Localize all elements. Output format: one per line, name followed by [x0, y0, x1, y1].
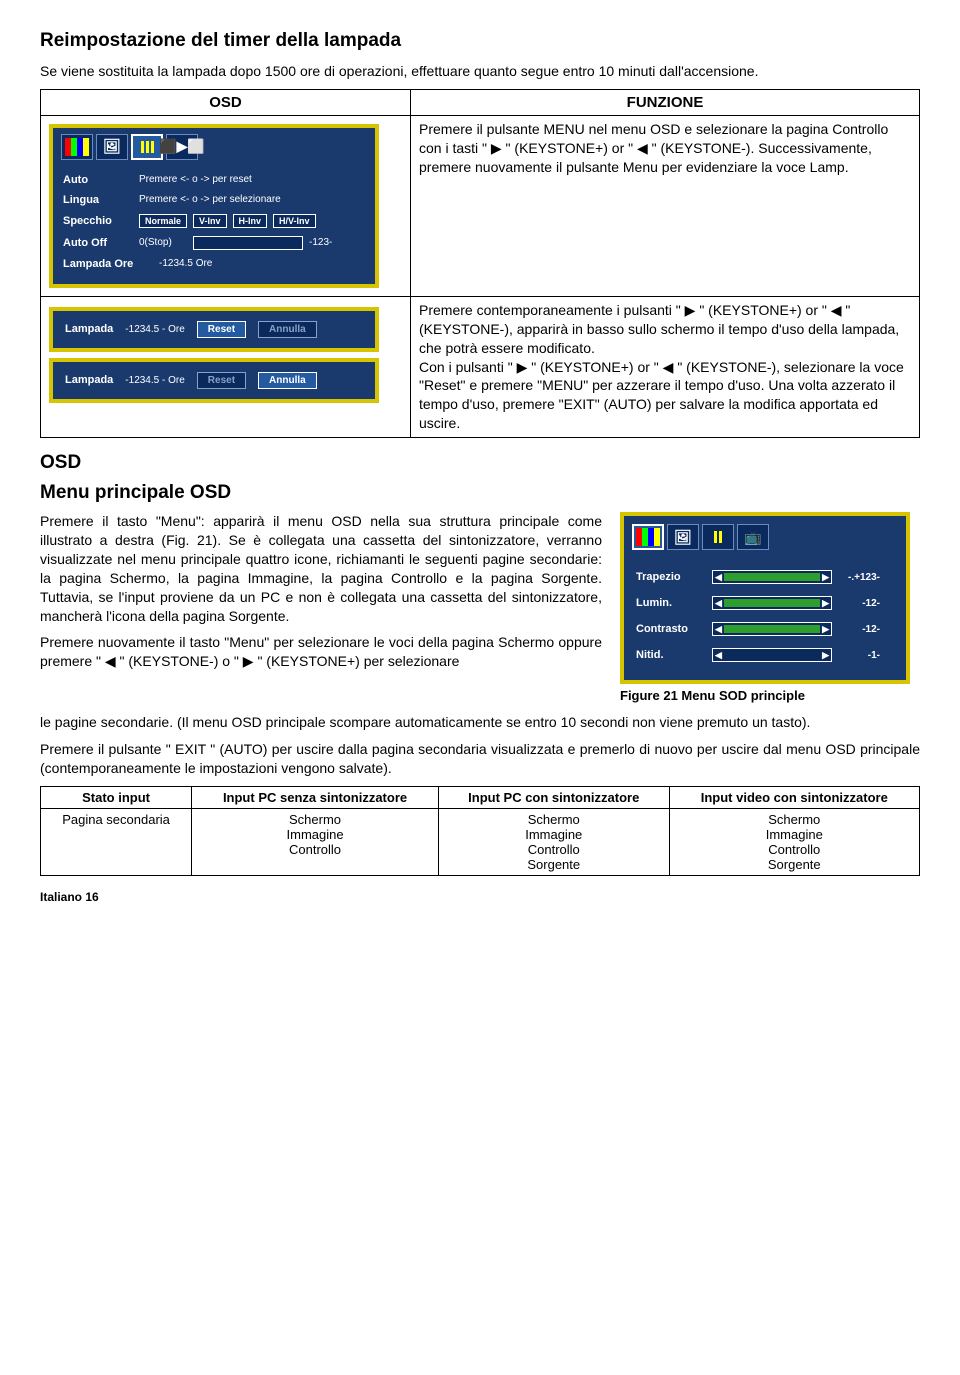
- osd-cell-2: Lampada -1234.5 - Ore Reset Annulla Lamp…: [41, 296, 411, 437]
- btn-normale[interactable]: Normale: [139, 214, 187, 228]
- osd-reset-inactive: Lampada -1234.5 - Ore Reset Annulla: [49, 358, 379, 403]
- c2-1: Immagine: [445, 827, 663, 842]
- reset-button-1[interactable]: Reset: [197, 321, 246, 338]
- slider-contrasto[interactable]: ◀▶: [712, 622, 832, 636]
- func-cell-1: Premere il pulsante MENU nel menu OSD e …: [411, 115, 920, 296]
- btn-hvinv[interactable]: H/V-Inv: [273, 214, 316, 228]
- st-c2: Schermo Immagine Controllo Sorgente: [438, 808, 669, 875]
- lbl-lumin: Lumin.: [636, 597, 706, 609]
- btn-hinv[interactable]: H-Inv: [233, 214, 268, 228]
- row-trapezio[interactable]: Trapezio ◀▶ -.+123-: [636, 564, 894, 590]
- osd-function-table: OSD FUNZIONE 🖼: [40, 89, 920, 438]
- st-h2: Input PC con sintonizzatore: [438, 786, 669, 808]
- osd-heading: OSD: [40, 452, 920, 474]
- osd-row-auto[interactable]: Auto Premere <- o -> per reset: [63, 170, 365, 190]
- reset-button-2[interactable]: Reset: [197, 372, 246, 389]
- cancel-button-2[interactable]: Annulla: [258, 372, 317, 389]
- row-contrasto[interactable]: Contrasto ◀▶ -12-: [636, 616, 894, 642]
- st-c1: Schermo Immagine Controllo: [192, 808, 439, 875]
- tab2-source-icon[interactable]: 📺: [737, 524, 769, 550]
- c3-2: Controllo: [676, 842, 913, 857]
- state-input-table: Stato input Input PC senza sintonizzator…: [40, 786, 920, 876]
- osd-row-lampada[interactable]: Lampada Ore -1234.5 Ore: [63, 254, 365, 274]
- val-lampada: -1234.5 Ore: [159, 258, 365, 269]
- th-funzione: FUNZIONE: [411, 89, 920, 115]
- val-lumin: -12-: [838, 598, 880, 609]
- slider-autooff[interactable]: [193, 236, 303, 250]
- label-lingua: Lingua: [63, 194, 133, 206]
- c1-1: Immagine: [198, 827, 432, 842]
- tab2-image-icon[interactable]: 🖼: [667, 524, 699, 550]
- st-h0: Stato input: [41, 786, 192, 808]
- tab2-screen-icon[interactable]: [632, 524, 664, 550]
- label-specchio: Specchio: [63, 215, 133, 227]
- menu-paragraph-1: Premere il tasto "Menu": apparirà il men…: [40, 512, 602, 625]
- c1-2: Controllo: [198, 842, 432, 857]
- tab-control-icon[interactable]: [131, 134, 163, 160]
- osd-reset-active: Lampada -1234.5 - Ore Reset Annulla: [49, 307, 379, 352]
- label-lampada: Lampada Ore: [63, 258, 153, 270]
- tab2-control-icon[interactable]: [702, 524, 734, 550]
- label-auto: Auto: [63, 174, 133, 186]
- c3-0: Schermo: [676, 812, 913, 827]
- val-auto: Premere <- o -> per reset: [139, 174, 365, 185]
- val-nitid: -1-: [838, 650, 880, 661]
- st-c3: Schermo Immagine Controllo Sorgente: [669, 808, 919, 875]
- lbl-lamp-1: Lampada: [65, 323, 113, 335]
- func-text-1: Premere il pulsante MENU nel menu OSD e …: [419, 120, 911, 177]
- c1-0: Schermo: [198, 812, 432, 827]
- osd-panel-schermo: 🖼 📺 Trapezio ◀▶ -.+123- Lumin. ◀▶: [620, 512, 910, 684]
- osd-row-autooff[interactable]: Auto Off 0(Stop) -123-: [63, 232, 365, 254]
- osd-tab-icons: 🖼 ⬛▶⬜: [53, 128, 375, 166]
- figure-caption: Figure 21 Menu SOD principle: [620, 688, 920, 703]
- lbl-trapezio: Trapezio: [636, 571, 706, 583]
- c3-3: Sorgente: [676, 857, 913, 872]
- osd-cell-1: 🖼 ⬛▶⬜ Auto Premere <- o -> per reset: [41, 115, 411, 296]
- tab-screen-icon[interactable]: [61, 134, 93, 160]
- tab-source-icon[interactable]: ⬛▶⬜: [166, 134, 198, 160]
- c3-1: Immagine: [676, 827, 913, 842]
- osd-row-specchio[interactable]: Specchio Normale V-Inv H-Inv H/V-Inv: [63, 210, 365, 232]
- val-lingua: Premere <- o -> per selezionare: [139, 194, 365, 205]
- right-autooff: -123-: [309, 237, 332, 248]
- c2-3: Sorgente: [445, 857, 663, 872]
- osd-row-lingua[interactable]: Lingua Premere <- o -> per selezionare: [63, 190, 365, 210]
- st-rowlabel: Pagina secondaria: [41, 808, 192, 875]
- val-contrasto: -12-: [838, 624, 880, 635]
- menu-paragraph-2b: le pagine secondarie. (Il menu OSD princ…: [40, 713, 920, 732]
- slider-trapezio[interactable]: ◀▶: [712, 570, 832, 584]
- lbl-lamp-2: Lampada: [65, 374, 113, 386]
- btn-vinv[interactable]: V-Inv: [193, 214, 227, 228]
- menu-paragraph-2a: Premere nuovamente il tasto "Menu" per s…: [40, 633, 602, 671]
- lbl-nitid: Nitid.: [636, 649, 706, 661]
- st-h3: Input video con sintonizzatore: [669, 786, 919, 808]
- intro-text: Se viene sostituita la lampada dopo 1500…: [40, 62, 920, 81]
- val-lamp-1: -1234.5 - Ore: [125, 324, 184, 335]
- func-cell-2: Premere contemporaneamente i pulsanti " …: [411, 296, 920, 437]
- val-trapezio: -.+123-: [838, 572, 880, 583]
- cancel-button-1[interactable]: Annulla: [258, 321, 317, 338]
- func-text-2: Premere contemporaneamente i pulsanti " …: [419, 301, 911, 433]
- lbl-contrasto: Contrasto: [636, 623, 706, 635]
- row-nitid[interactable]: Nitid. ◀▶ -1-: [636, 642, 894, 668]
- page-title: Reimpostazione del timer della lampada: [40, 30, 920, 52]
- row-lumin[interactable]: Lumin. ◀▶ -12-: [636, 590, 894, 616]
- c2-0: Schermo: [445, 812, 663, 827]
- slider-nitid[interactable]: ◀▶: [712, 648, 832, 662]
- st-h1: Input PC senza sintonizzatore: [192, 786, 439, 808]
- menu-heading: Menu principale OSD: [40, 482, 920, 504]
- tab-image-icon[interactable]: 🖼: [96, 134, 128, 160]
- c2-2: Controllo: [445, 842, 663, 857]
- slider-lumin[interactable]: ◀▶: [712, 596, 832, 610]
- val-lamp-2: -1234.5 - Ore: [125, 375, 184, 386]
- th-osd: OSD: [41, 89, 411, 115]
- osd-panel-controllo: 🖼 ⬛▶⬜ Auto Premere <- o -> per reset: [49, 124, 379, 288]
- page-footer: Italiano 16: [40, 890, 920, 904]
- label-autooff: Auto Off: [63, 237, 133, 249]
- menu-paragraph-3: Premere il pulsante " EXIT " (AUTO) per …: [40, 740, 920, 778]
- val-autooff: 0(Stop): [139, 237, 187, 248]
